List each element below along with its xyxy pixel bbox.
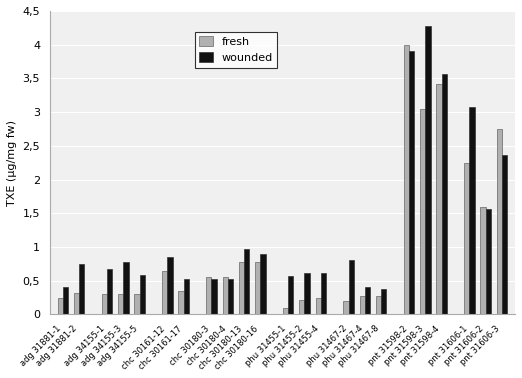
Bar xyxy=(184,279,189,314)
Bar xyxy=(464,163,469,314)
Bar xyxy=(239,262,244,314)
Bar xyxy=(376,296,381,314)
Bar xyxy=(288,276,293,314)
Bar xyxy=(107,269,112,314)
Bar xyxy=(304,273,310,314)
Bar xyxy=(179,291,184,314)
Bar xyxy=(283,308,288,314)
Bar xyxy=(349,260,354,314)
Bar xyxy=(497,129,502,314)
Bar xyxy=(420,109,425,314)
Bar xyxy=(123,262,128,314)
Bar xyxy=(74,293,79,314)
Bar xyxy=(404,45,409,314)
Bar xyxy=(211,279,217,314)
Bar xyxy=(409,51,414,314)
Bar xyxy=(79,264,85,314)
Bar xyxy=(206,277,211,314)
Bar xyxy=(134,294,139,314)
Bar xyxy=(360,296,365,314)
Legend: fresh, wounded: fresh, wounded xyxy=(195,32,277,68)
Bar xyxy=(222,277,228,314)
Bar xyxy=(436,84,442,314)
Bar xyxy=(228,279,233,314)
Bar xyxy=(316,297,321,314)
Bar xyxy=(58,297,63,314)
Bar xyxy=(321,273,326,314)
Bar xyxy=(365,287,370,314)
Bar xyxy=(469,107,474,314)
Bar xyxy=(118,294,123,314)
Bar xyxy=(381,290,386,314)
Y-axis label: TXE (µg/mg fw): TXE (µg/mg fw) xyxy=(7,120,17,206)
Bar xyxy=(162,271,168,314)
Bar xyxy=(299,299,304,314)
Bar xyxy=(168,257,173,314)
Bar xyxy=(343,301,349,314)
Bar xyxy=(255,262,260,314)
Bar xyxy=(139,275,145,314)
Bar xyxy=(480,206,485,314)
Bar xyxy=(425,26,431,314)
Bar xyxy=(63,287,68,314)
Bar xyxy=(442,74,447,314)
Bar xyxy=(485,209,491,314)
Bar xyxy=(502,155,507,314)
Bar xyxy=(102,294,107,314)
Bar xyxy=(260,254,266,314)
Bar xyxy=(244,249,250,314)
